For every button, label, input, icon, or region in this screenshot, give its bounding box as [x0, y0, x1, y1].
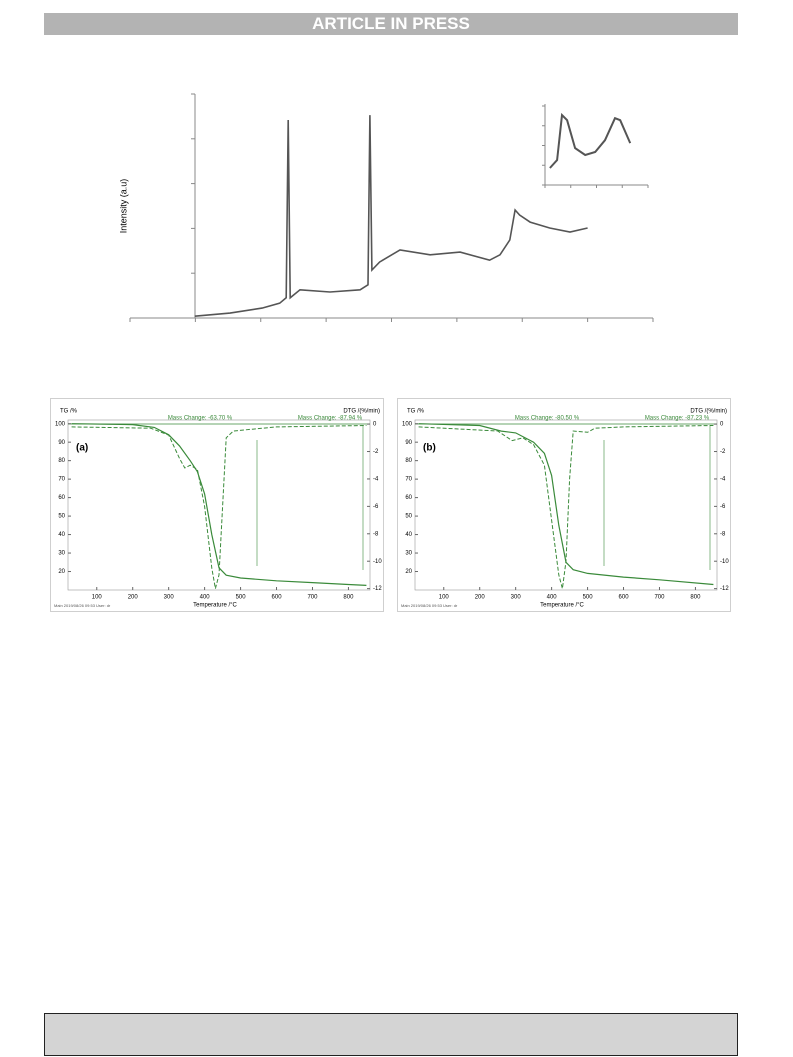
curve	[194, 115, 588, 317]
y2-axis-label: DTG /(%/min)	[343, 409, 380, 415]
y2-tick-label: -12	[373, 586, 382, 592]
x-tick-label: 700	[654, 595, 665, 601]
y-tick-label: 90	[58, 440, 65, 446]
y2-axis-label: DTG /(%/min)	[690, 409, 727, 415]
y-tick-label: 100	[402, 421, 413, 427]
x-axis-label: Temperature /°C	[193, 603, 237, 609]
y2-tick-label: -2	[720, 449, 726, 455]
xrd-chart: Intensity (a.u)	[118, 93, 654, 322]
y-axis-label: TG /%	[60, 409, 78, 415]
y2-tick-label: -12	[720, 586, 729, 592]
y-tick-label: 50	[58, 514, 65, 520]
plot-frame	[67, 419, 371, 591]
y-tick-label: 70	[405, 477, 412, 483]
y-tick-label: 40	[405, 532, 412, 538]
panel-frame	[397, 398, 731, 612]
y2-tick-label: -8	[373, 531, 379, 537]
y2-tick-label: -10	[720, 559, 729, 565]
footer-text: Main 2019/08/26 09:53 User: dr	[54, 603, 111, 608]
plot-frame	[414, 419, 718, 591]
tga-panel: 100 200 300 400 500 600 700 800 20 30 40 50 60 70 80 90…	[397, 398, 731, 612]
x-tick-label: 600	[272, 595, 283, 601]
x-tick-label: 800	[690, 595, 701, 601]
footer-text: Main 2019/08/26 09:53 User: dr	[401, 603, 458, 608]
y-tick-label: 40	[58, 532, 65, 538]
y-tick-label: 70	[58, 477, 65, 483]
y-tick-label: 20	[58, 569, 65, 575]
x-tick-label: 500	[236, 595, 247, 601]
x-tick-label: 500	[583, 595, 594, 601]
mass-change: Mass Change: -87.94 %	[298, 416, 363, 422]
mass-change: Mass Change: -87.23 %	[645, 416, 710, 422]
mass-change: Mass Change: -80.50 %	[515, 416, 580, 422]
y-tick-label: 20	[405, 569, 412, 575]
panel-label: (a)	[76, 443, 88, 454]
y-axis-label: Intensity (a.u)	[118, 179, 128, 234]
y-tick-label: 30	[58, 551, 65, 557]
panel-label: (b)	[423, 443, 436, 454]
y2-tick-label: -4	[373, 477, 379, 483]
y-tick-label: 90	[405, 440, 412, 446]
x-tick-label: 400	[547, 595, 558, 601]
y-tick-label: 60	[58, 495, 65, 501]
x-tick-label: 600	[619, 595, 630, 601]
x-tick-label: 200	[475, 595, 486, 601]
x-tick-label: 100	[439, 595, 450, 601]
y-axis-label: TG /%	[407, 409, 425, 415]
x-tick-label: 300	[164, 595, 175, 601]
y-tick-label: 80	[405, 458, 412, 464]
x-tick-label: 800	[343, 595, 354, 601]
y-tick-label: 60	[405, 495, 412, 501]
y2-tick-label: -10	[373, 559, 382, 565]
y2-tick-label: -8	[720, 531, 726, 537]
x-tick-label: 700	[307, 595, 318, 601]
y-tick-label: 50	[405, 514, 412, 520]
tga-panel: 100 200 300 400 500 600 700 800 20 30 40 50 60 70 80 90…	[50, 398, 384, 612]
y2-tick-label: -6	[373, 504, 379, 510]
y2-tick-label: -2	[373, 449, 379, 455]
curve	[71, 425, 367, 589]
mass-change: Mass Change: -63.70 %	[168, 416, 233, 422]
y-tick-label: 100	[55, 421, 66, 427]
curve	[418, 423, 714, 586]
y-tick-label: 80	[58, 458, 65, 464]
x-tick-label: 300	[511, 595, 522, 601]
y2-tick-label: 0	[373, 422, 377, 428]
curve	[71, 423, 367, 586]
banner: ARTICLE IN PRESS	[44, 13, 738, 35]
x-tick-label: 400	[200, 595, 211, 601]
x-tick-label: 100	[92, 595, 103, 601]
x-tick-label: 200	[128, 595, 139, 601]
y-tick-label: 30	[405, 551, 412, 557]
footer-box	[44, 1013, 738, 1056]
x-axis-label: Temperature /°C	[540, 603, 584, 609]
y2-tick-label: 0	[720, 422, 724, 428]
panel-frame	[50, 398, 384, 612]
curve	[549, 112, 632, 169]
y2-tick-label: -6	[720, 504, 726, 510]
curve	[418, 425, 714, 589]
y2-tick-label: -4	[720, 477, 726, 483]
